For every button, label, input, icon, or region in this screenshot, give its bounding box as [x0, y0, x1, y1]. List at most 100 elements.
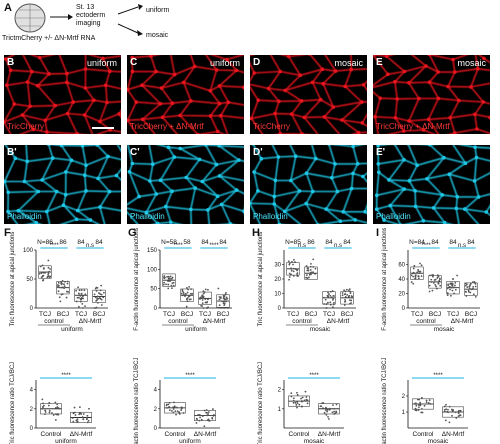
data-point — [48, 270, 51, 273]
y-axis-label: F-actin fluorescence at apical junctions — [134, 228, 140, 331]
data-point — [428, 399, 431, 402]
micrograph — [4, 145, 121, 224]
y-tick-label: 30 — [274, 263, 281, 269]
data-point — [178, 413, 181, 415]
data-point — [220, 307, 222, 309]
data-point — [47, 266, 50, 269]
data-point — [415, 404, 418, 407]
condition-label: mosaic — [304, 438, 325, 444]
data-point — [444, 419, 447, 422]
data-point — [100, 304, 103, 306]
data-point — [451, 278, 454, 280]
data-point — [293, 258, 295, 261]
data-point — [189, 292, 192, 295]
micrograph — [127, 55, 244, 134]
data-point — [93, 293, 96, 296]
data-point — [186, 300, 189, 303]
data-point — [172, 411, 175, 414]
data-point — [97, 301, 99, 304]
data-point — [454, 411, 457, 414]
imaging-step-text: St. 13 ectoderm imaging — [76, 4, 106, 27]
data-point — [67, 291, 70, 293]
data-point — [224, 300, 227, 303]
panel-label: B' — [7, 147, 17, 158]
data-point — [457, 415, 460, 418]
data-point — [417, 404, 420, 406]
data-point — [225, 292, 227, 294]
data-point — [344, 296, 347, 298]
data-point — [187, 288, 190, 291]
data-point — [437, 274, 439, 277]
data-point — [443, 408, 446, 411]
data-point — [333, 301, 335, 304]
data-point — [181, 294, 184, 297]
data-point — [99, 293, 102, 296]
condition-label: uniform — [179, 438, 201, 444]
group-label: ΔN-Mrtf — [451, 318, 474, 325]
channel-caption: TricCherry — [253, 122, 291, 131]
condition-label: mosaic — [334, 58, 363, 68]
data-point — [326, 294, 329, 297]
category-label: BCJ — [305, 311, 317, 318]
data-point — [64, 280, 66, 283]
data-point — [95, 299, 98, 302]
data-point — [349, 290, 352, 293]
data-point — [420, 407, 423, 410]
y-tick-label: 4 — [30, 388, 34, 394]
data-point — [203, 409, 206, 412]
significance-marker: n.s — [458, 243, 466, 249]
data-point — [323, 296, 325, 299]
data-point — [184, 295, 186, 297]
data-point — [203, 291, 206, 294]
data-point — [182, 293, 185, 296]
n-label: 84 — [431, 239, 439, 246]
data-point — [327, 291, 329, 294]
data-point — [42, 402, 44, 405]
data-point — [449, 288, 451, 291]
data-point — [175, 413, 177, 416]
data-point — [447, 284, 449, 287]
y-tick-label: 60 — [398, 263, 405, 269]
data-point — [451, 408, 453, 411]
data-point — [38, 272, 41, 275]
data-point — [439, 278, 441, 281]
data-point — [308, 276, 310, 279]
data-point — [428, 290, 431, 293]
data-point — [472, 293, 475, 296]
data-point — [174, 410, 177, 413]
significance-marker: **** — [173, 243, 183, 249]
data-point — [44, 411, 47, 413]
phalloidin-image-2: D' Phalloidin — [250, 145, 367, 224]
data-point — [60, 281, 63, 284]
data-point — [344, 290, 347, 293]
panel-label: C' — [130, 147, 140, 158]
data-point — [211, 416, 214, 419]
n-label: N=84 — [409, 239, 425, 246]
data-point — [451, 289, 454, 292]
data-point — [447, 408, 449, 411]
data-point — [186, 287, 188, 289]
data-point — [46, 276, 49, 278]
data-point — [328, 293, 330, 295]
data-point — [412, 271, 415, 274]
data-point — [172, 406, 175, 409]
data-point — [181, 288, 184, 291]
data-point — [448, 405, 451, 408]
data-point — [327, 415, 329, 418]
data-point — [48, 409, 51, 412]
data-point — [345, 288, 348, 291]
data-point — [78, 412, 81, 414]
data-point — [207, 288, 209, 291]
data-point — [417, 277, 420, 280]
data-point — [171, 410, 173, 412]
data-point — [163, 275, 166, 277]
data-point — [163, 276, 166, 279]
data-point — [468, 285, 471, 288]
data-point — [55, 413, 58, 416]
data-point — [176, 410, 179, 412]
category-label: BCJ — [217, 311, 229, 318]
data-point — [324, 298, 327, 301]
data-point — [467, 291, 470, 293]
data-point — [171, 276, 174, 279]
data-point — [189, 298, 192, 301]
